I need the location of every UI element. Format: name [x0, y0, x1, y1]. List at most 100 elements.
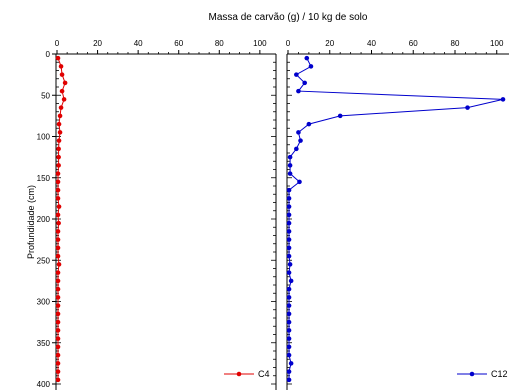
x-tick-label: 80 [215, 39, 224, 48]
data-point-c4 [56, 121, 62, 127]
y-tick-label: 50 [41, 91, 50, 100]
data-point-c12 [288, 361, 294, 366]
data-point-c4 [55, 336, 61, 341]
data-point-c4 [58, 105, 64, 110]
panel-c12: 0 20 40 60 80 100 C12 [286, 39, 509, 390]
data-point-c4 [55, 303, 61, 308]
data-point-c4 [61, 97, 67, 102]
data-point-c4 [55, 361, 61, 366]
data-point-c4 [56, 204, 62, 209]
data-point-c12 [308, 64, 314, 69]
y-tick-label: 250 [37, 256, 51, 265]
data-point-c4 [55, 187, 61, 193]
data-point-c4 [59, 72, 65, 77]
data-point-c12 [286, 295, 292, 300]
data-point-c12 [287, 262, 293, 267]
data-point-c4 [55, 270, 61, 275]
series-line-c12 [288, 57, 504, 380]
data-point-c4 [55, 286, 61, 292]
data-point-c4 [57, 130, 63, 135]
data-point-c12 [337, 113, 343, 119]
data-point-c4 [56, 220, 61, 226]
data-point-c12 [294, 146, 299, 152]
y-tick-label: 200 [37, 215, 51, 224]
chart-title: Massa de carvão (g) / 10 kg de solo [209, 12, 368, 23]
x-tick-label: 40 [134, 39, 143, 48]
data-point-c4 [55, 171, 61, 176]
data-point-c4 [55, 55, 61, 61]
data-point-c4 [55, 328, 61, 333]
data-point-c12 [302, 80, 307, 86]
legend-label-c4: C4 [258, 369, 270, 379]
data-point-c4 [55, 229, 61, 234]
data-point-c12 [287, 154, 293, 160]
y-tick-label: 150 [37, 174, 51, 183]
data-point-c12 [286, 369, 292, 374]
legend-marker-c4 [236, 371, 242, 377]
data-point-c12 [286, 303, 292, 308]
data-point-c12 [294, 72, 299, 77]
legend-marker-c12 [469, 371, 475, 377]
data-point-c12 [286, 237, 292, 242]
data-point-c4 [55, 237, 61, 242]
x-tick-label: 60 [174, 39, 183, 48]
data-point-c12 [286, 204, 292, 209]
data-point-c4 [55, 212, 61, 218]
data-point-c4 [56, 163, 61, 168]
data-point-c12 [296, 130, 301, 135]
data-point-c4 [55, 344, 61, 350]
data-point-c12 [286, 245, 292, 251]
data-point-c12 [288, 278, 294, 284]
data-point-c4 [55, 179, 61, 185]
x-tick-label: 0 [286, 39, 291, 48]
data-point-c12 [465, 105, 470, 110]
data-point-c12 [286, 270, 292, 275]
x-tick-label: 20 [325, 39, 334, 48]
data-point-c4 [56, 262, 62, 267]
x-tick-label: 60 [409, 39, 418, 48]
y-tick-label: 0 [46, 50, 51, 59]
data-point-c4 [55, 253, 61, 259]
data-point-c4 [57, 113, 63, 119]
x-tick-label: 80 [451, 39, 460, 48]
data-point-c4 [55, 311, 61, 317]
data-point-c12 [286, 286, 292, 292]
x-tick-label: 40 [367, 39, 376, 48]
data-point-c12 [304, 55, 310, 61]
data-point-c4 [62, 80, 68, 86]
data-point-c12 [306, 121, 312, 127]
y-tick-label: 300 [37, 298, 51, 307]
y-axis-label: Profundidade (cm) [26, 185, 36, 259]
data-point-c12 [286, 229, 292, 234]
data-point-c4 [56, 154, 61, 160]
x-tick-label: 0 [55, 39, 60, 48]
data-point-c4 [55, 369, 61, 374]
data-point-c12 [286, 377, 292, 383]
data-point-c12 [286, 352, 292, 358]
data-point-c12 [286, 328, 292, 333]
panel-c4: 0 20 40 60 80 100 C4 [55, 39, 277, 390]
data-point-c12 [286, 336, 292, 341]
data-point-c4 [56, 138, 62, 143]
y-tick-label: 100 [37, 133, 51, 142]
data-point-c12 [286, 319, 292, 325]
data-point-c12 [286, 212, 292, 218]
data-point-c4 [55, 196, 61, 201]
data-point-c12 [286, 187, 292, 193]
x-tick-label: 100 [490, 39, 504, 48]
data-point-c12 [297, 179, 302, 185]
data-point-c12 [286, 196, 292, 201]
data-point-c12 [296, 88, 301, 94]
data-point-c4 [55, 245, 61, 251]
legend-label-c12: C12 [491, 369, 508, 379]
data-point-c12 [298, 138, 303, 143]
y-axis: 0 50 100 150 200 250 300 350 400 [37, 50, 56, 389]
data-point-c4 [55, 377, 61, 383]
x-tick-label: 20 [93, 39, 102, 48]
data-point-c4 [55, 319, 61, 325]
data-point-c12 [286, 311, 292, 317]
data-point-c4 [56, 146, 61, 152]
data-point-c12 [287, 163, 293, 168]
data-point-c12 [286, 220, 292, 226]
